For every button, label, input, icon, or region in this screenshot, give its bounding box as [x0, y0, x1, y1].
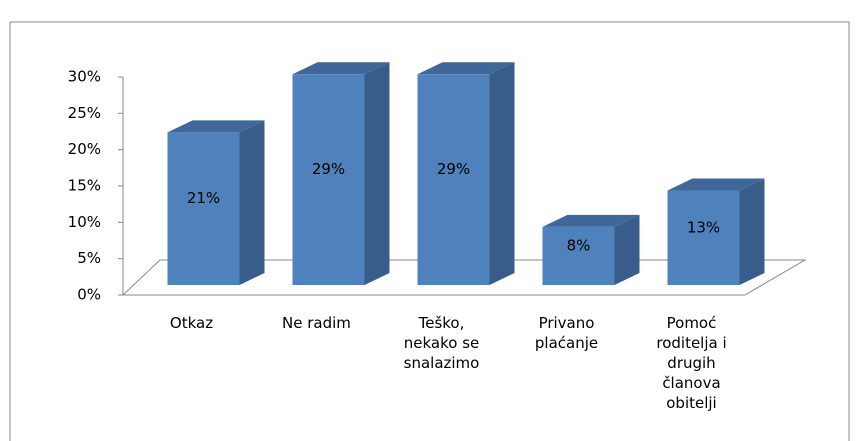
- bar-side: [614, 214, 640, 285]
- bar-top: [542, 214, 640, 227]
- bar: [417, 74, 490, 286]
- bar-top: [667, 178, 765, 191]
- y-tick-label: 15%: [68, 177, 101, 195]
- floor: [121, 259, 807, 296]
- data-label: 21%: [187, 189, 220, 207]
- y-tick-label: 30%: [68, 68, 101, 86]
- bar-top: [417, 62, 515, 75]
- bar: [542, 226, 615, 285]
- bar-side: [739, 178, 765, 285]
- bar-side: [489, 62, 515, 286]
- bar-side: [239, 120, 265, 286]
- bar: [667, 190, 740, 285]
- x-tick-label: Pomoć roditelja i drugih članova obitelj…: [656, 314, 727, 412]
- data-label: 8%: [567, 236, 591, 254]
- y-tick-label: 0%: [77, 286, 101, 304]
- y-tick-label: 25%: [68, 104, 101, 122]
- x-tick-label: Privano plaćanje: [534, 314, 599, 352]
- bar-top: [167, 120, 265, 133]
- x-tick-label: Ne radim: [282, 314, 351, 332]
- y-tick-label: 20%: [68, 140, 101, 158]
- data-label: 29%: [437, 160, 470, 178]
- bar-side: [364, 62, 390, 286]
- x-tick-label: Teško, nekako se snalazimo: [403, 314, 480, 372]
- bar-top: [292, 62, 390, 75]
- bar: [292, 74, 365, 286]
- y-tick-label: 5%: [77, 249, 101, 267]
- x-tick-label: Otkaz: [169, 314, 214, 332]
- data-label: 29%: [312, 160, 345, 178]
- y-tick-label: 10%: [68, 213, 101, 231]
- bar: [167, 132, 240, 285]
- data-label: 13%: [687, 218, 720, 236]
